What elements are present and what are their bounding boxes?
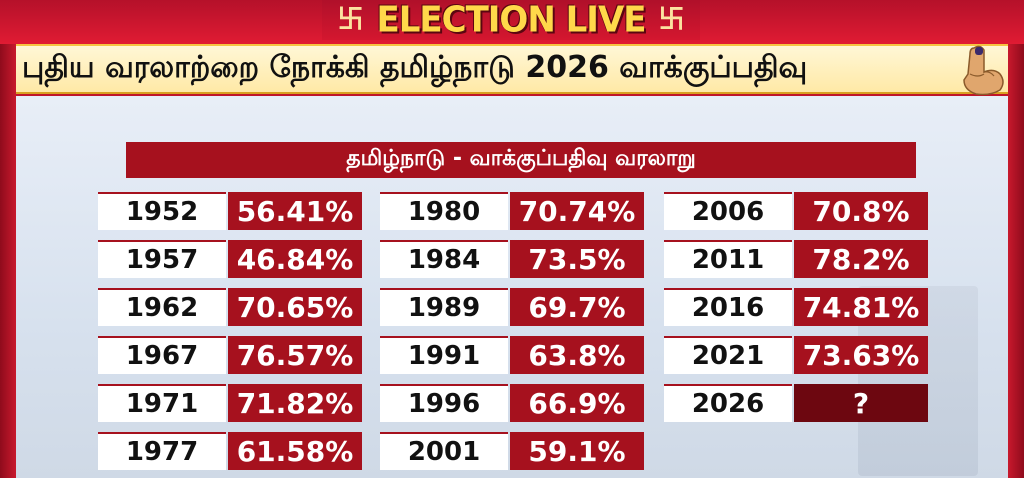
table-row: 1984 73.5%: [380, 240, 644, 278]
turnout-cell: 70.65%: [228, 288, 362, 326]
year-cell: 2021: [664, 336, 792, 374]
table-row: 1952 56.41%: [98, 192, 362, 230]
year-cell: 1957: [98, 240, 226, 278]
table-row: 2001 59.1%: [380, 432, 644, 470]
turnout-cell: 63.8%: [510, 336, 644, 374]
table-row: 1962 70.65%: [98, 288, 362, 326]
year-cell: 1996: [380, 384, 508, 422]
year-cell: 2016: [664, 288, 792, 326]
turnout-cell: 73.5%: [510, 240, 644, 278]
table-title-bar: தமிழ்நாடு - வாக்குப்பதிவு வரலாறு: [126, 142, 916, 178]
table-row: 1971 71.82%: [98, 384, 362, 422]
year-cell: 1980: [380, 192, 508, 230]
turnout-cell: 66.9%: [510, 384, 644, 422]
table-row: 1957 46.84%: [98, 240, 362, 278]
year-cell: 2006: [664, 192, 792, 230]
table-row: 2011 78.2%: [664, 240, 928, 278]
table-row: 2021 73.63%: [664, 336, 928, 374]
turnout-cell: 56.41%: [228, 192, 362, 230]
year-cell: 1962: [98, 288, 226, 326]
turnout-cell: ?: [794, 384, 928, 422]
headline-bar: புதிய வரலாற்றை நோக்கி தமிழ்நாடு 2026 வாக…: [16, 44, 1008, 94]
year-cell: 1977: [98, 432, 226, 470]
turnout-cell: 61.58%: [228, 432, 362, 470]
headline-text: புதிய வரலாற்றை நோக்கி தமிழ்நாடு 2026 வாக…: [22, 49, 808, 85]
table-row: 2016 74.81%: [664, 288, 928, 326]
year-cell: 1967: [98, 336, 226, 374]
turnout-cell: 59.1%: [510, 432, 644, 470]
live-title: ELECTION LIVE: [376, 0, 647, 41]
table-row: 1980 70.74%: [380, 192, 644, 230]
year-cell: 1989: [380, 288, 508, 326]
table-row: 1991 63.8%: [380, 336, 644, 374]
year-cell: 2026: [664, 384, 792, 422]
table-row: 1996 66.9%: [380, 384, 644, 422]
turnout-cell: 78.2%: [794, 240, 928, 278]
table-row: 1967 76.57%: [98, 336, 362, 374]
turnout-cell: 70.8%: [794, 192, 928, 230]
year-cell: 2001: [380, 432, 508, 470]
year-cell: 2011: [664, 240, 792, 278]
table-row: 1977 61.58%: [98, 432, 362, 470]
year-cell: 1971: [98, 384, 226, 422]
inked-finger-icon: [963, 45, 1004, 96]
table-row: 2006 70.8%: [664, 192, 928, 230]
live-banner: 卐 ELECTION LIVE 卐: [322, 0, 700, 41]
table-title: தமிழ்நாடு - வாக்குப்பதிவு வரலாறு: [346, 146, 696, 171]
table-row: 2026 ?: [664, 384, 928, 422]
turnout-cell: 76.57%: [228, 336, 362, 374]
swastik-symbol-icon: 卐: [337, 5, 364, 35]
turnout-cell: 71.82%: [228, 384, 362, 422]
turnout-cell: 70.74%: [510, 192, 644, 230]
year-cell: 1991: [380, 336, 508, 374]
table-row: 1989 69.7%: [380, 288, 644, 326]
right-frame: [1008, 0, 1024, 478]
turnout-cell: 73.63%: [794, 336, 928, 374]
left-frame: [0, 0, 16, 478]
year-cell: 1952: [98, 192, 226, 230]
turnout-cell: 46.84%: [228, 240, 362, 278]
swastik-symbol-icon: 卐: [658, 5, 685, 35]
turnout-cell: 69.7%: [510, 288, 644, 326]
year-cell: 1984: [380, 240, 508, 278]
turnout-cell: 74.81%: [794, 288, 928, 326]
